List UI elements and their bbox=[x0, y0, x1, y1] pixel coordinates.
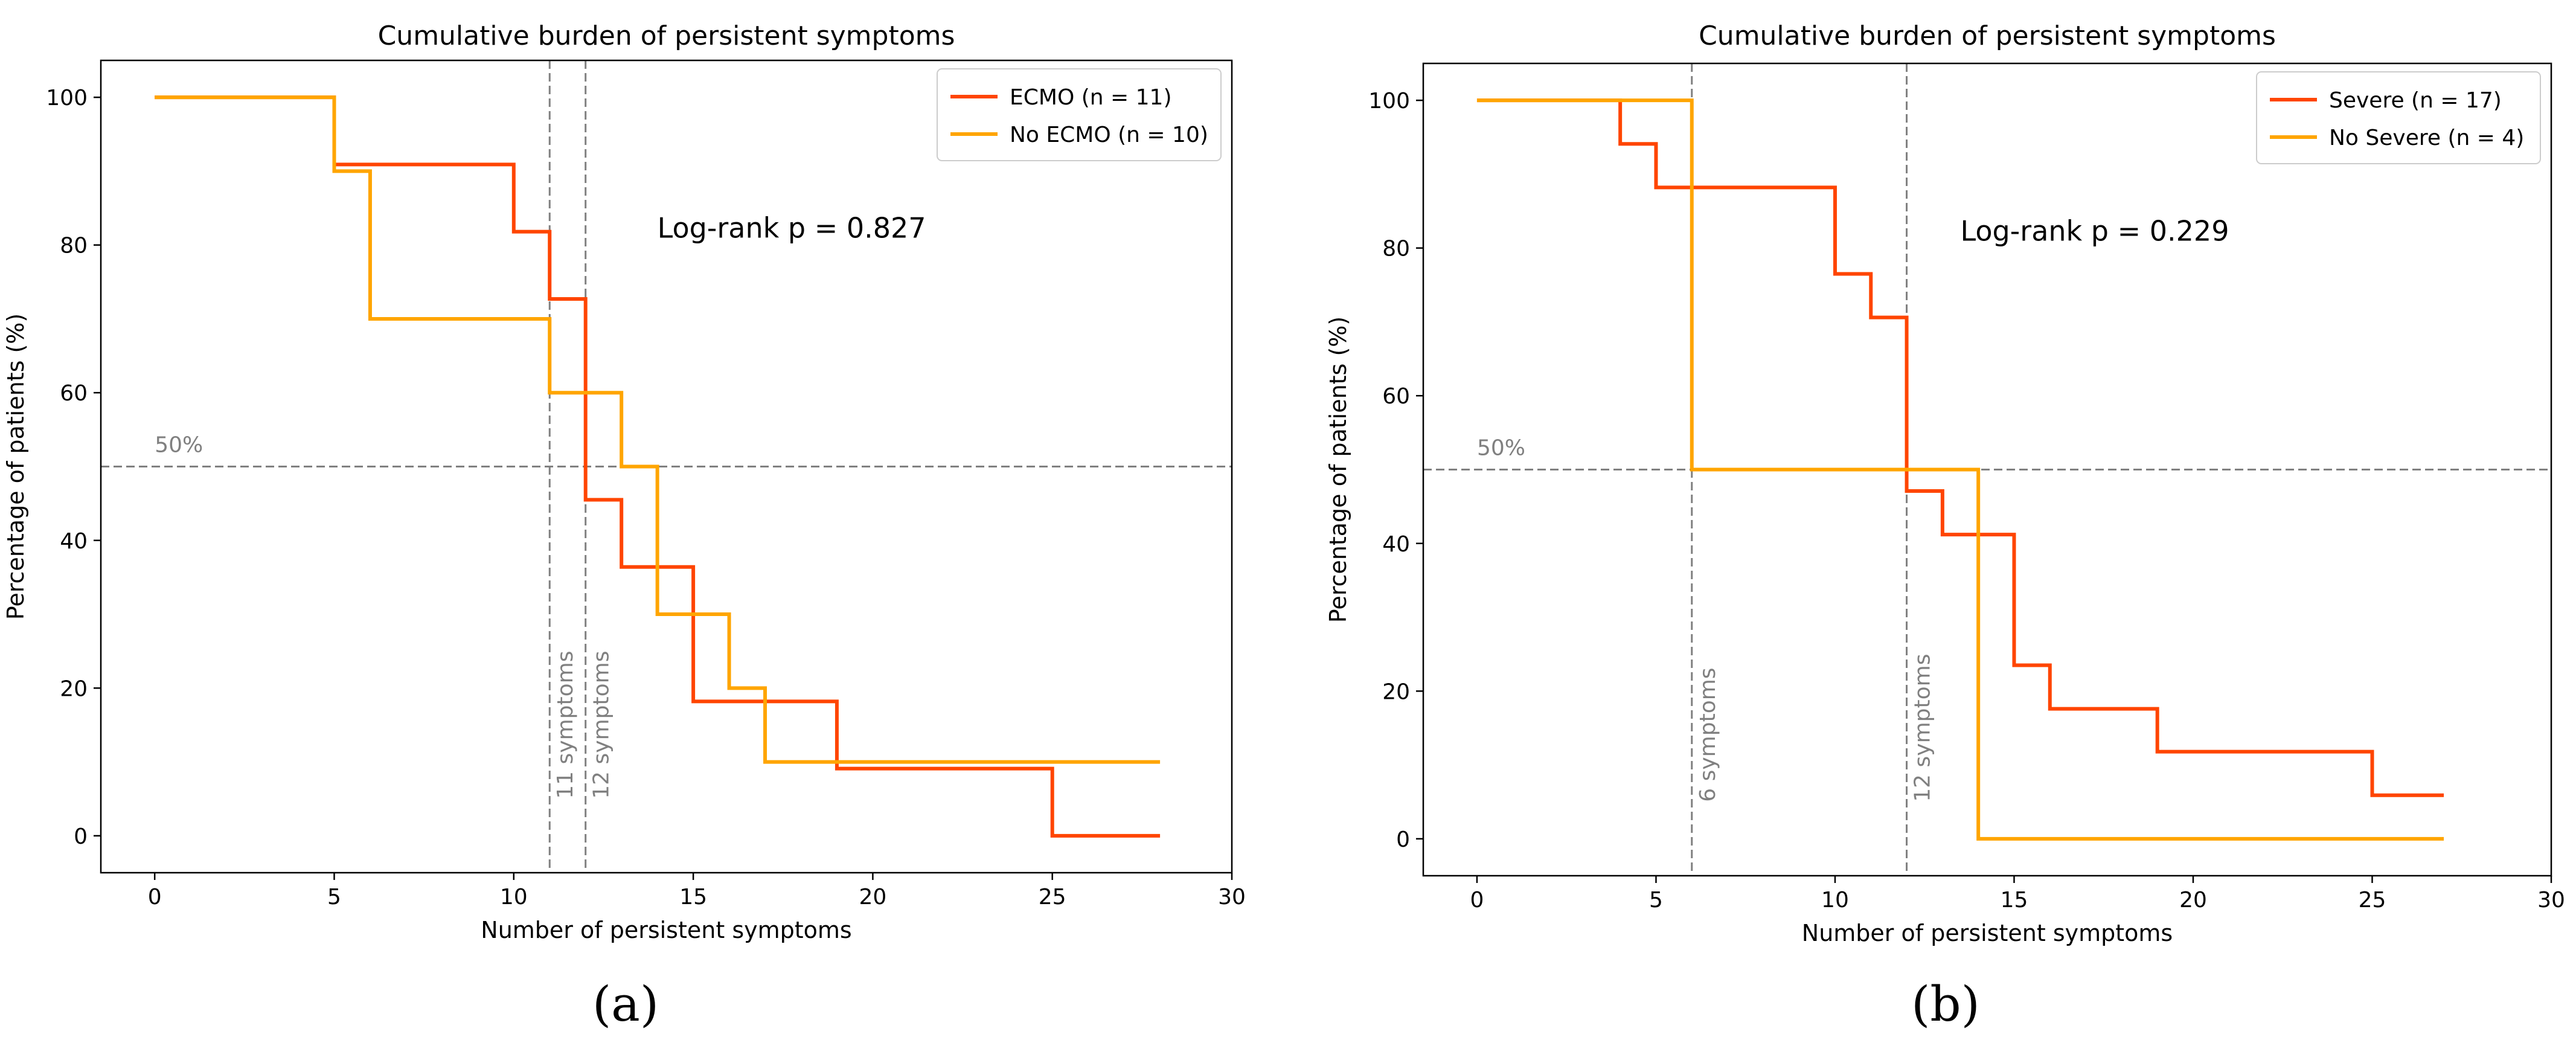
median-reference-label: 50% bbox=[1477, 436, 1525, 461]
log-rank-annotation: Log-rank p = 0.229 bbox=[1961, 214, 2229, 247]
x-tick-label: 15 bbox=[679, 885, 707, 910]
legend: Severe (n = 17) No Severe (n = 4) bbox=[2256, 71, 2541, 164]
y-tick-label: 60 bbox=[60, 381, 88, 406]
x-tick-label: 25 bbox=[1039, 885, 1066, 910]
y-tick-label: 40 bbox=[60, 529, 88, 554]
x-tick-label: 5 bbox=[327, 885, 341, 910]
chart-panel-a: Cumulative burden of persistent symptoms… bbox=[2, 21, 1246, 1032]
y-tick-label: 20 bbox=[1382, 679, 1410, 704]
legend: ECMO (n = 11) No ECMO (n = 10) bbox=[937, 68, 1222, 161]
vertical-reference-label: 6 symptoms bbox=[1696, 667, 1720, 801]
series-line-1 bbox=[155, 95, 1161, 838]
x-tick-label: 15 bbox=[2001, 888, 2028, 913]
legend-box bbox=[937, 68, 1222, 161]
median-reference-label: 50% bbox=[155, 433, 203, 458]
legend-entry: No ECMO (n = 10) bbox=[1010, 123, 1208, 147]
x-tick-label: 30 bbox=[2537, 888, 2565, 913]
y-tick-label: 100 bbox=[46, 86, 88, 111]
y-tick-label: 0 bbox=[1396, 827, 1410, 852]
x-axis-label: Number of persistent symptoms bbox=[1802, 920, 2173, 946]
y-axis-label: Percentage of patients (%) bbox=[1325, 316, 1351, 623]
x-tick-label: 5 bbox=[1649, 888, 1663, 913]
chart-panel-b: Cumulative burden of persistent symptoms… bbox=[1325, 21, 2565, 1032]
y-tick-label: 80 bbox=[60, 234, 88, 258]
x-tick-label: 20 bbox=[2179, 888, 2207, 913]
x-tick-label: 30 bbox=[1218, 885, 1246, 910]
x-tick-label: 10 bbox=[500, 885, 528, 910]
series-line-1 bbox=[1476, 98, 2444, 797]
x-tick-label: 20 bbox=[859, 885, 886, 910]
y-tick-label: 60 bbox=[1382, 384, 1410, 409]
x-tick-label: 0 bbox=[148, 885, 162, 910]
vertical-reference-label: 11 symptoms bbox=[553, 651, 578, 799]
y-tick-label: 20 bbox=[60, 676, 88, 701]
y-tick-label: 80 bbox=[1382, 237, 1410, 262]
x-tick-label: 10 bbox=[1821, 888, 1849, 913]
vertical-reference-label: 12 symptoms bbox=[1911, 654, 1935, 802]
chart-title: Cumulative burden of persistent symptoms bbox=[1699, 21, 2276, 51]
panel-label: (b) bbox=[1911, 976, 1980, 1032]
x-axis-label: Number of persistent symptoms bbox=[481, 917, 851, 943]
legend-box bbox=[2256, 71, 2541, 164]
legend-entry: Severe (n = 17) bbox=[2329, 88, 2502, 113]
y-tick-label: 40 bbox=[1382, 532, 1410, 557]
plot-frame bbox=[1422, 62, 2552, 877]
vertical-reference-label: 12 symptoms bbox=[589, 651, 614, 799]
log-rank-annotation: Log-rank p = 0.827 bbox=[658, 211, 926, 244]
y-tick-label: 100 bbox=[1368, 89, 1410, 114]
x-tick-label: 25 bbox=[2359, 888, 2386, 913]
series-line-2 bbox=[155, 95, 1161, 764]
x-tick-label: 0 bbox=[1470, 888, 1484, 913]
series-line-2 bbox=[1476, 98, 2444, 841]
y-axis-label: Percentage of patients (%) bbox=[2, 313, 29, 620]
chart-title: Cumulative burden of persistent symptoms bbox=[378, 21, 955, 51]
panel-label: (a) bbox=[592, 976, 659, 1032]
y-tick-label: 0 bbox=[74, 824, 88, 849]
legend-entry: ECMO (n = 11) bbox=[1010, 85, 1172, 110]
legend-entry: No Severe (n = 4) bbox=[2329, 126, 2524, 150]
plot-frame bbox=[100, 59, 1233, 874]
